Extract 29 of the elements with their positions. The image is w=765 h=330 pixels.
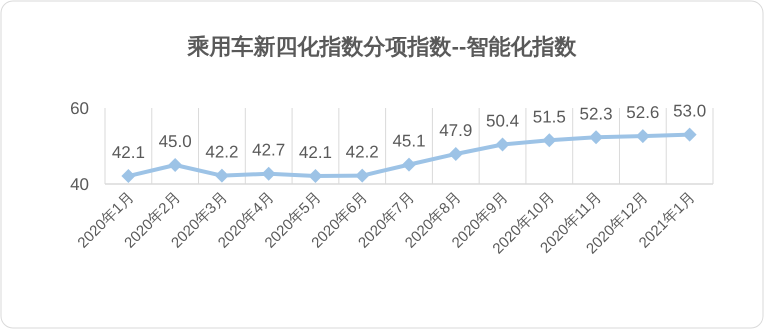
point xyxy=(589,130,604,144)
text: 42.2 xyxy=(205,142,238,162)
point xyxy=(168,158,182,172)
point xyxy=(448,146,463,161)
y-tick-label: 40 xyxy=(70,175,89,194)
point xyxy=(402,158,416,172)
point xyxy=(682,128,697,142)
point xyxy=(542,133,556,148)
text: 51.5 xyxy=(532,107,566,126)
text: 50.4 xyxy=(486,111,520,130)
point xyxy=(121,169,136,184)
text: 42.1 xyxy=(298,143,332,162)
text: 52.3 xyxy=(580,104,613,124)
text: 42.1 xyxy=(112,143,145,162)
chart-title: 乘用车新四化指数分项指数--智能化指数 xyxy=(186,34,578,59)
point xyxy=(214,168,229,183)
point xyxy=(496,137,510,152)
text: 52.6 xyxy=(626,103,660,122)
text: 45.1 xyxy=(392,132,426,151)
text: 42.2 xyxy=(346,142,379,162)
text: 47.9 xyxy=(439,120,472,140)
text: 53.0 xyxy=(673,102,706,121)
text: 45.0 xyxy=(158,132,192,151)
point xyxy=(308,169,322,184)
point xyxy=(636,129,650,144)
y-tick-label: 60 xyxy=(70,99,89,118)
text: 42.7 xyxy=(252,140,286,160)
point xyxy=(355,168,370,183)
point xyxy=(262,166,276,181)
